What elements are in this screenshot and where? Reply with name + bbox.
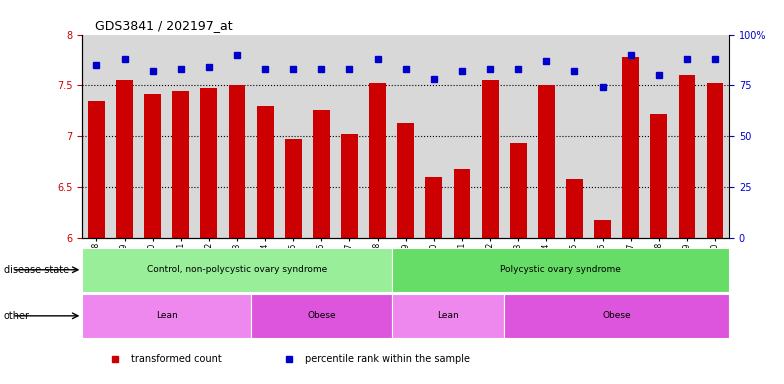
Text: other: other <box>4 311 30 321</box>
Bar <box>481 80 499 238</box>
Bar <box>392 248 729 292</box>
Text: Control, non-polycystic ovary syndrome: Control, non-polycystic ovary syndrome <box>147 265 327 274</box>
Bar <box>229 86 245 238</box>
Text: Obese: Obese <box>602 311 631 320</box>
Text: transformed count: transformed count <box>131 354 222 364</box>
Bar <box>566 179 583 238</box>
Bar <box>510 144 527 238</box>
Bar <box>285 139 302 238</box>
Bar <box>144 94 161 238</box>
Text: Lean: Lean <box>156 311 177 320</box>
Bar <box>397 123 414 238</box>
Bar <box>172 91 189 238</box>
Bar <box>82 248 392 292</box>
Text: Obese: Obese <box>307 311 336 320</box>
Bar <box>88 101 105 238</box>
Text: Lean: Lean <box>437 311 459 320</box>
Bar <box>504 294 729 338</box>
Bar <box>678 75 695 238</box>
Text: Polycystic ovary syndrome: Polycystic ovary syndrome <box>500 265 621 274</box>
Bar <box>538 86 555 238</box>
Bar <box>453 169 470 238</box>
Bar <box>201 88 217 238</box>
Bar <box>426 177 442 238</box>
Bar <box>651 114 667 238</box>
Bar <box>341 134 358 238</box>
Bar <box>313 110 330 238</box>
Bar <box>82 294 251 338</box>
Text: disease state: disease state <box>4 265 69 275</box>
Bar <box>706 83 724 238</box>
Bar <box>116 80 133 238</box>
Text: percentile rank within the sample: percentile rank within the sample <box>306 354 470 364</box>
Text: GDS3841 / 202197_at: GDS3841 / 202197_at <box>96 19 233 32</box>
Bar <box>256 106 274 238</box>
Bar <box>251 294 392 338</box>
Bar <box>392 294 504 338</box>
Bar <box>594 220 611 238</box>
Bar <box>622 57 639 238</box>
Bar <box>369 83 386 238</box>
